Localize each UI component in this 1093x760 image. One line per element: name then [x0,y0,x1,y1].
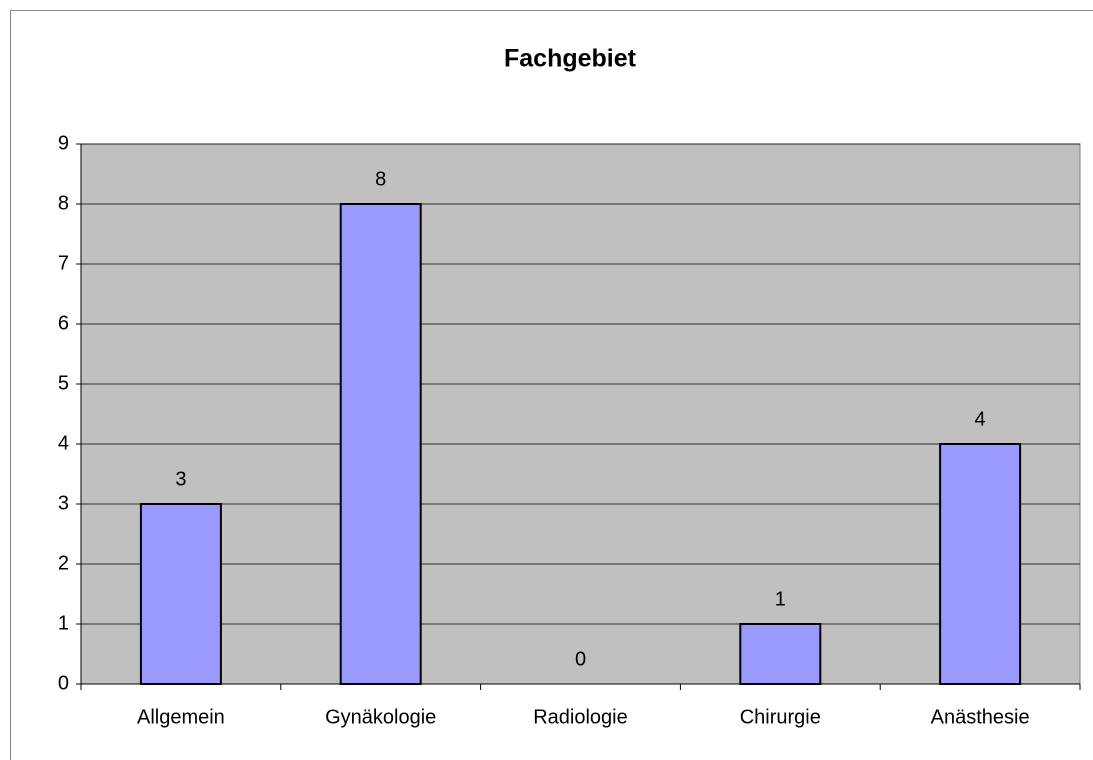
chart-title: Fachgebiet [504,45,637,73]
bar [339,203,422,685]
y-tick-label: 6 [58,312,69,334]
y-tick-label: 3 [58,492,69,514]
x-tick-label: Allgemein [137,706,225,728]
y-tick-label: 1 [58,612,69,634]
y-tick-label: 8 [58,192,69,214]
x-tick-label: Gynäkologie [325,706,436,728]
data-label: 1 [775,588,786,610]
x-tick-label: Radiologie [533,706,628,728]
y-tick-label: 0 [58,672,69,694]
y-tick-label: 4 [58,432,69,454]
data-label: 8 [375,168,386,190]
plot-area [80,143,1081,685]
bar [139,503,222,685]
y-tick-label: 7 [58,252,69,274]
data-label: 0 [575,648,586,670]
bar [739,623,822,685]
y-tick-label: 5 [58,372,69,394]
y-tick-label: 9 [58,132,69,154]
y-tick-label: 2 [58,552,69,574]
x-tick-label: Chirurgie [740,706,821,728]
data-label: 3 [175,468,186,490]
data-label: 4 [975,408,986,430]
x-tick-label: Anästhesie [931,706,1030,728]
bar [939,443,1022,685]
